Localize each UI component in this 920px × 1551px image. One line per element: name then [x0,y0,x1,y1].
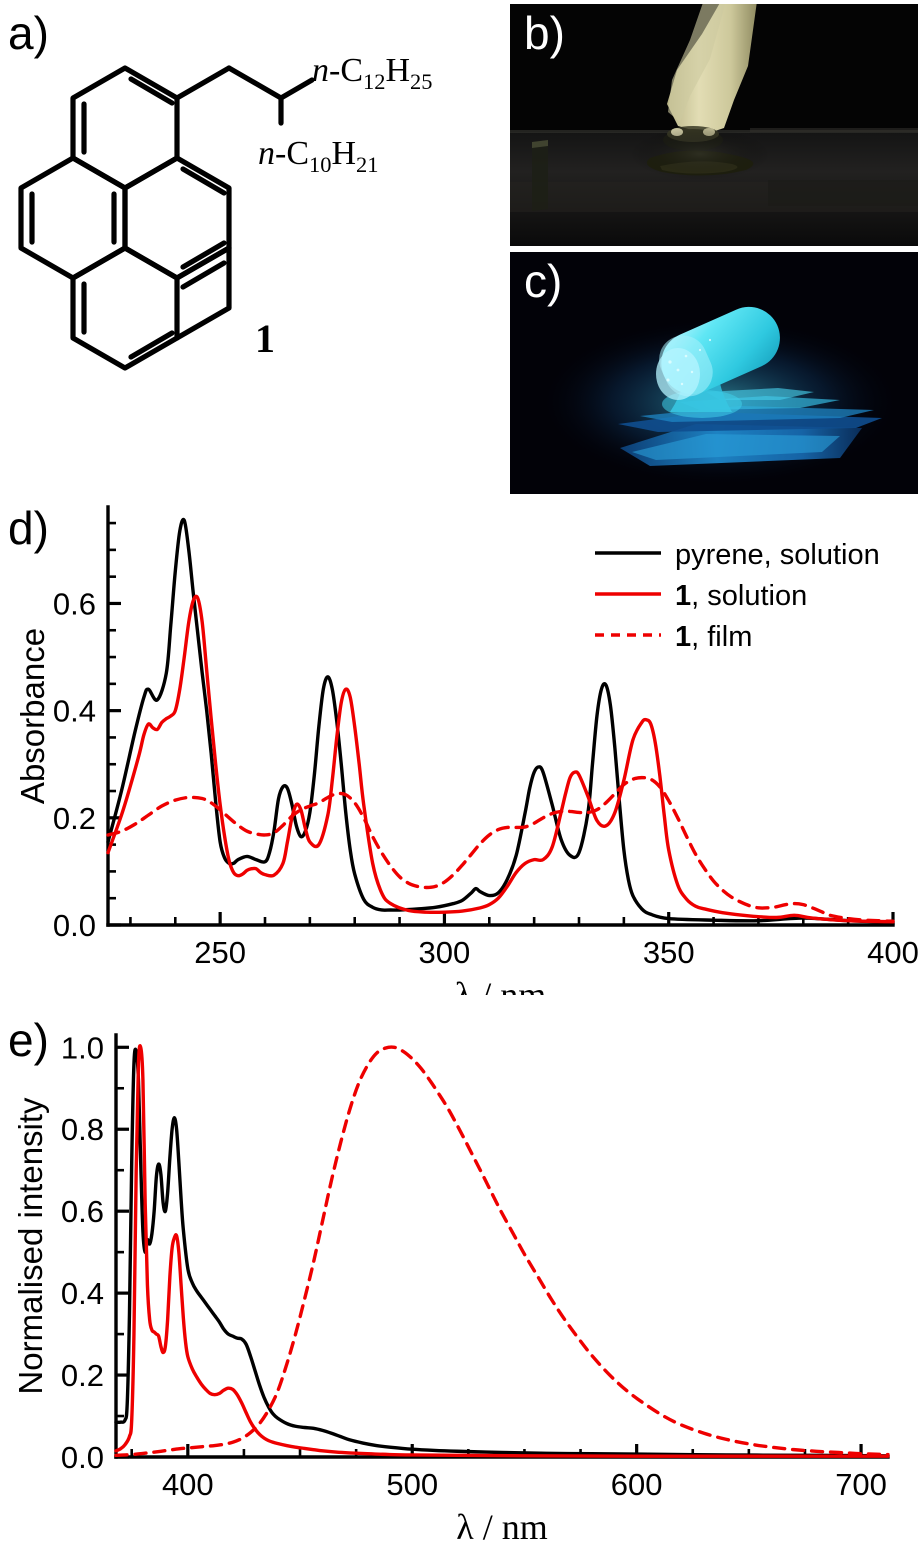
substituent-top-c-sub: 12 [363,68,386,94]
panel-label-b: b) [524,7,565,59]
photo-b-render [510,4,918,246]
substituent-bottom-h-sub: 21 [356,151,379,177]
substituent-bottom-prefix: n [258,135,275,172]
x-axis-title: λ / nm [455,975,546,995]
x-axis-title: λ / nm [456,1507,547,1547]
panel-label-a: a) [8,7,49,59]
absorbance-curves [106,517,895,925]
pyrene-skeleton-svg [18,65,315,371]
curve-series-0 [106,517,895,925]
absorbance-axes: 250 300 350 400 0.0 0.2 0.4 0.6 [53,505,919,970]
panel-label-c: c) [524,255,563,307]
substituent-top-dash: - [329,52,341,89]
y-tick-label: 0.8 [61,1112,104,1147]
substituent-top-label: n-C12H25 [312,52,432,95]
emission-curves [114,1044,890,1458]
y-tick-label: 0.4 [61,1276,104,1311]
legend-label-0: pyrene, solution [675,539,880,571]
photo-c-render [510,252,918,494]
panel-label-e: e) [8,1014,49,1066]
emission-axes: 400 500 600 700 0.0 0.2 0.4 0.6 0.8 1.0 [61,1030,890,1502]
panel-e-chart: e) 400 500 600 700 0.0 0.2 0.4 0.6 0.8 1.0 λ / nm… [0,995,920,1551]
y-tick-label: 0.4 [53,694,96,729]
legend-label-2: 1, film [675,621,752,653]
x-tick-label: 300 [419,935,471,970]
panel-a-structure: a) [0,0,505,500]
substituent-bottom-label: n-C10H21 [258,135,378,178]
curve-series-2 [106,775,895,923]
substituent-top-prefix: n [312,52,329,89]
x-tick-label: 600 [611,1467,663,1502]
absorbance-legend: pyrene, solution 1, solution 1, film [595,539,880,653]
y-tick-label: 0.6 [61,1194,104,1229]
panel-label-d: d) [8,502,49,554]
x-tick-label: 400 [867,935,919,970]
substituent-bottom-dash: - [275,135,287,172]
curve-series-1 [106,594,895,924]
substituent-top-h-sub: 25 [410,68,433,94]
emission-axis-titles: λ / nm Normalised intensity [12,1097,548,1547]
compound-number-label: 1 [255,316,275,361]
y-tick-label: 1.0 [61,1030,104,1065]
curve-series-1 [114,1044,890,1458]
substituent-bottom-h: H [331,135,357,172]
x-tick-label: 400 [162,1467,214,1502]
emission-plot-svg: 400 500 600 700 0.0 0.2 0.4 0.6 0.8 1.0 λ / nm Nor… [12,1030,890,1547]
panel-c-photo: c) [510,252,918,494]
x-tick-label: 350 [643,935,695,970]
substituent-bottom-c-sub: 10 [309,151,332,177]
y-tick-label: 0.2 [61,1358,104,1393]
y-tick-label: 0.6 [53,586,96,621]
y-axis-title: Absorbance [14,628,51,804]
substituent-bottom-c: C [286,135,310,172]
panel-b-photo: b) [510,4,918,246]
y-tick-label: 0.2 [53,801,96,836]
substituent-top-h: H [385,52,411,89]
curve-series-2 [114,1045,890,1458]
x-tick-label: 700 [835,1467,887,1502]
legend-label-1: 1, solution [675,580,807,612]
y-tick-label: 0.0 [53,908,96,943]
y-axis-title: Normalised intensity [12,1097,49,1395]
y-tick-label: 0.0 [61,1440,104,1475]
curve-series-0 [114,1047,890,1458]
x-tick-label: 250 [194,935,246,970]
absorbance-plot-svg: 250 300 350 400 0.0 0.2 0.4 0.6 pyrene, solutio… [14,505,919,995]
x-tick-label: 500 [386,1467,438,1502]
panel-d-chart: d) 250 300 350 400 0.0 0.2 0.4 0.6 pyrene, solu… [0,495,920,995]
substituent-top-c: C [340,52,364,89]
absorbance-axis-titles: λ / nm Absorbance [14,628,546,995]
